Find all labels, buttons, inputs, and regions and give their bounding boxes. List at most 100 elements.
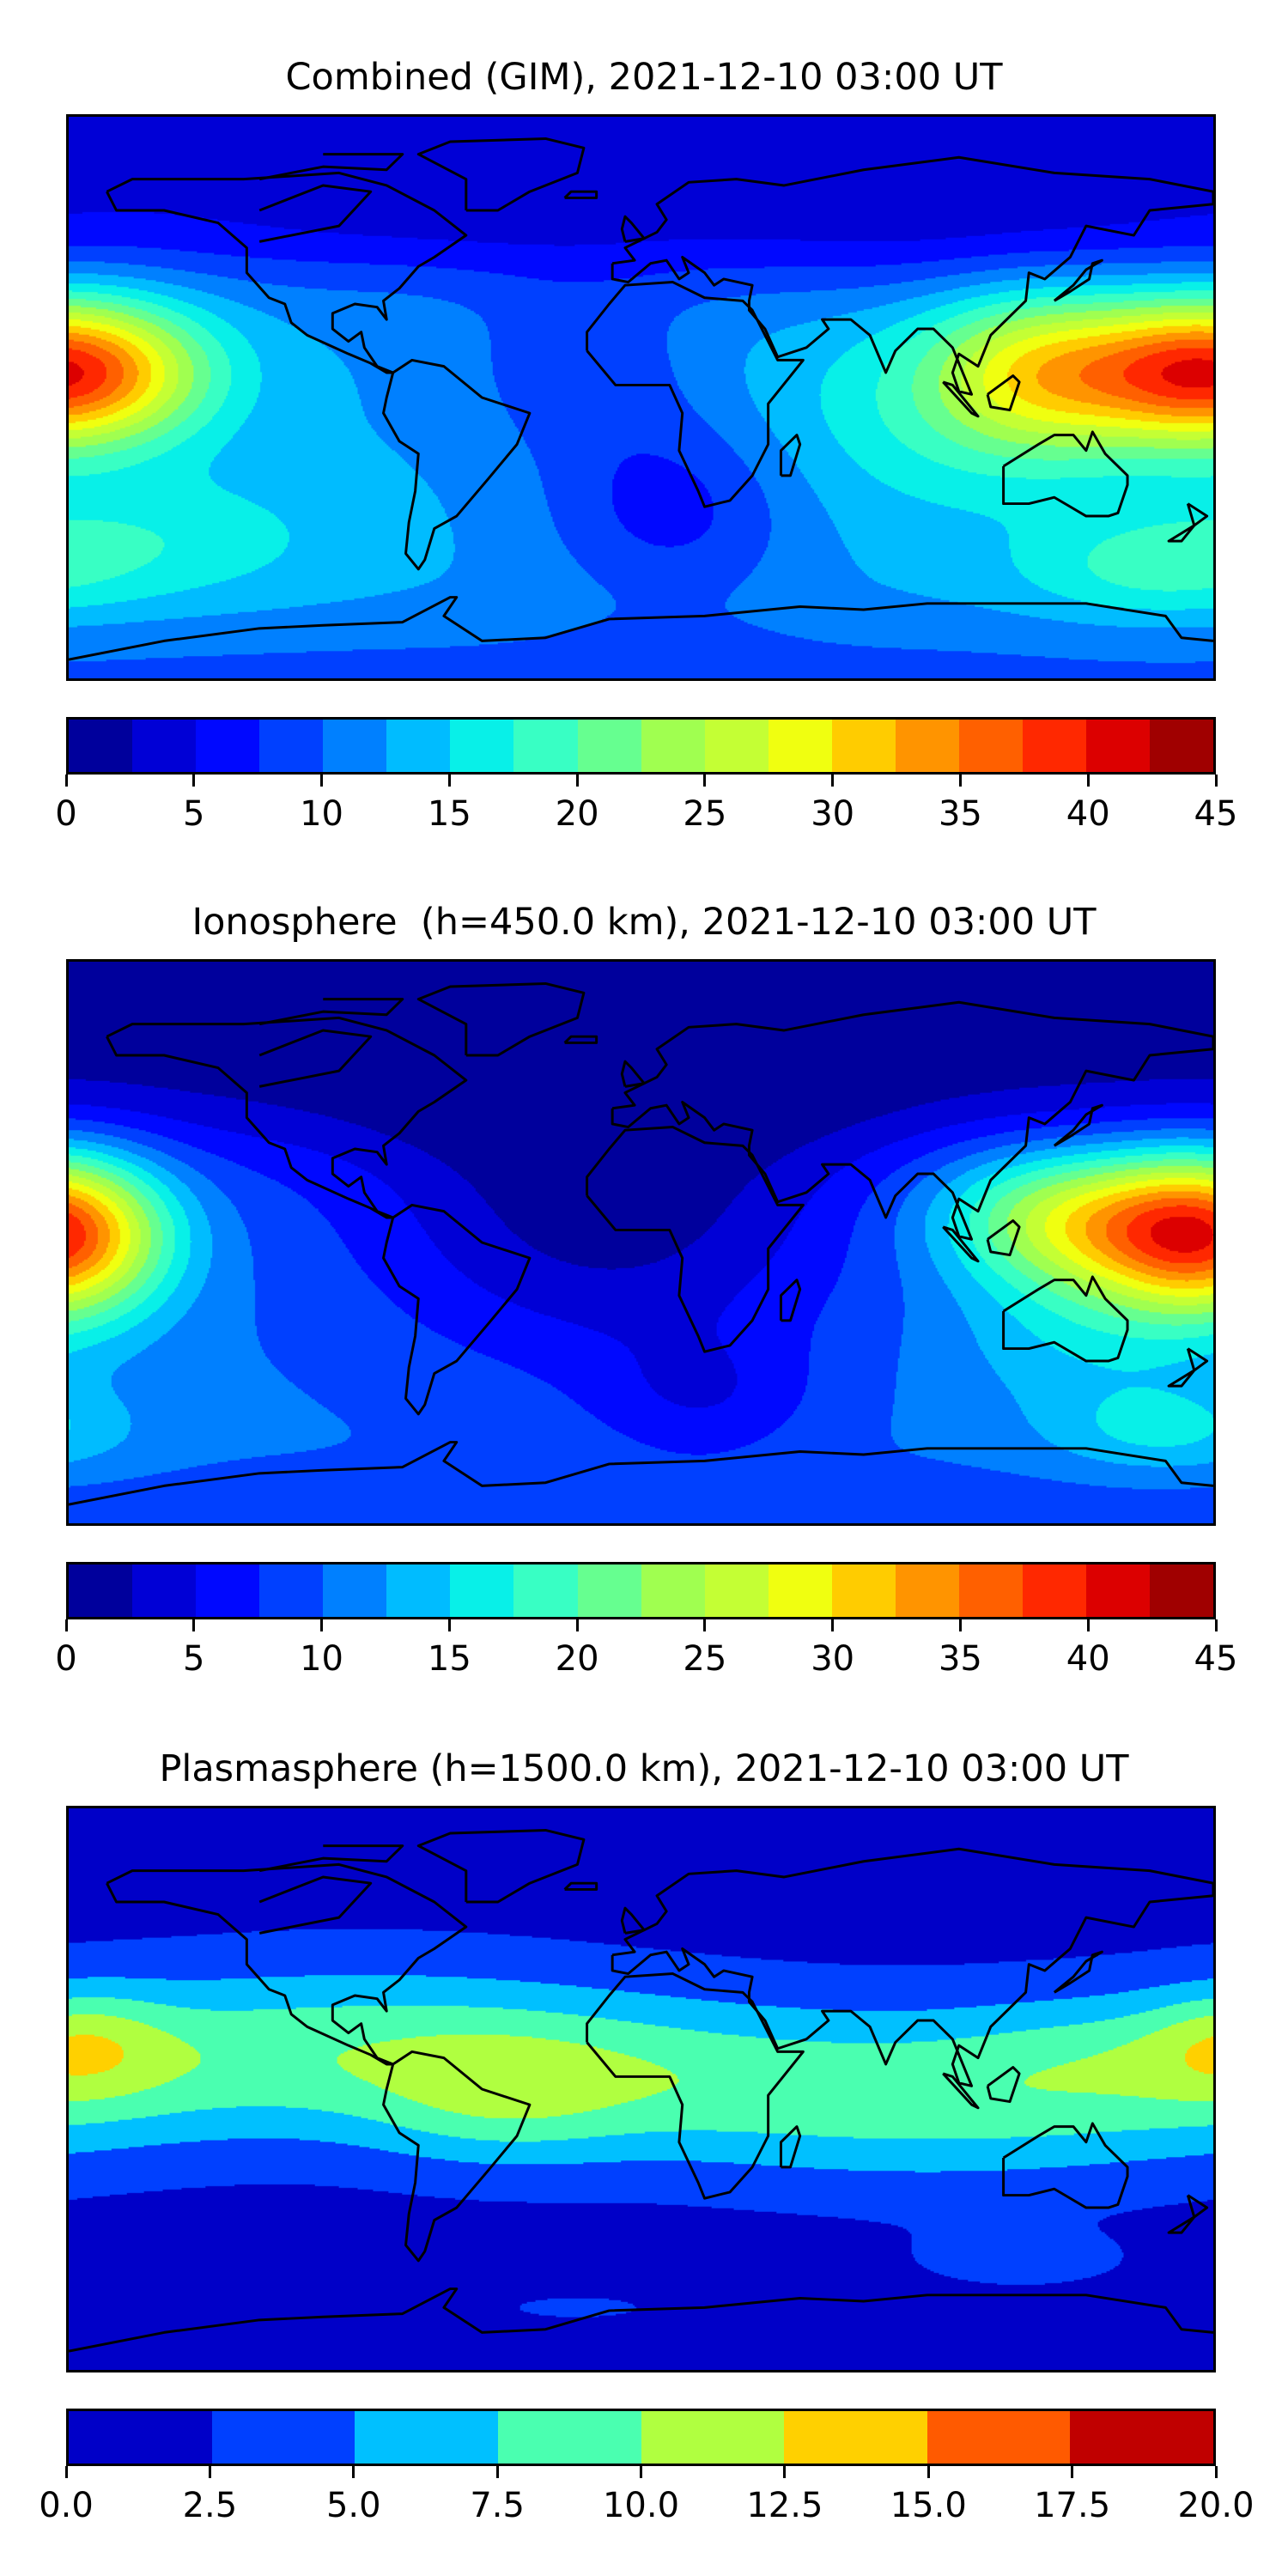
colorbar-tick-label: 30 bbox=[811, 1639, 855, 1679]
coastline bbox=[382, 2050, 532, 2263]
colorbar-segment bbox=[513, 720, 578, 772]
coastline bbox=[69, 1441, 1213, 1506]
coastline bbox=[106, 1862, 468, 2066]
colorbar-tick bbox=[927, 2466, 930, 2478]
colorbar-segment bbox=[958, 720, 1023, 772]
colorbar-segment bbox=[196, 1564, 260, 1617]
coastline bbox=[1167, 2194, 1209, 2234]
colorbar-segment bbox=[513, 1564, 578, 1617]
coastline bbox=[942, 380, 980, 418]
coastline bbox=[1167, 1347, 1209, 1388]
coastline bbox=[1053, 258, 1103, 302]
coastline bbox=[258, 153, 404, 181]
chart-title: Ionosphere (h=450.0 km), 2021-12-10 03:0… bbox=[191, 901, 1097, 944]
coastlines bbox=[69, 981, 1213, 1506]
colorbar-tick bbox=[64, 1619, 68, 1631]
colorbar-segment bbox=[895, 1564, 959, 1617]
colorbar-tick-label: 30 bbox=[811, 794, 855, 834]
colorbar-tick bbox=[352, 2466, 355, 2478]
coastline bbox=[986, 2066, 1021, 2104]
colorbar-tick bbox=[320, 1619, 324, 1631]
colorbar-segment bbox=[132, 1564, 197, 1617]
colorbar-tick bbox=[958, 1619, 962, 1631]
coastline bbox=[1053, 1950, 1103, 1994]
colorbar-segment bbox=[577, 1564, 641, 1617]
colorbar-tick-label: 7.5 bbox=[470, 2486, 525, 2525]
coastline bbox=[586, 1972, 805, 2200]
colorbar-tick-label: 25 bbox=[683, 794, 727, 834]
coastline bbox=[611, 1000, 1213, 1241]
colorbar-segment bbox=[1150, 1564, 1214, 1617]
colorbar-tick bbox=[1086, 1619, 1090, 1631]
coastline bbox=[258, 184, 373, 243]
colorbar-tick bbox=[958, 775, 962, 787]
colorbar-segment bbox=[1150, 720, 1214, 772]
colorbar-tick bbox=[783, 2466, 787, 2478]
colorbar-tick-label: 40 bbox=[1066, 1639, 1110, 1679]
coastline bbox=[620, 1906, 646, 1935]
coastline bbox=[258, 1844, 404, 1873]
colorbar-segment bbox=[1086, 1564, 1151, 1617]
coastline bbox=[779, 434, 802, 477]
coastline bbox=[258, 998, 404, 1026]
coastline bbox=[620, 1060, 646, 1088]
colorbar-tick bbox=[703, 1619, 707, 1631]
colorbar-segment bbox=[768, 720, 832, 772]
coastline bbox=[106, 171, 468, 374]
colorbar-tick-label: 35 bbox=[938, 794, 982, 834]
combined-gim-panel: Combined (GIM), 2021-12-10 03:00 UT 0 5 10… bbox=[0, 0, 1288, 846]
colorbar-tick-label: 5.0 bbox=[325, 2486, 381, 2525]
colorbar-tick bbox=[320, 775, 324, 787]
chart-title: Combined (GIM), 2021-12-10 03:00 UT bbox=[285, 56, 1003, 99]
tec-map bbox=[66, 959, 1216, 1526]
colorbar-tick-label: 10 bbox=[300, 1639, 343, 1679]
coastline bbox=[1002, 430, 1129, 518]
colorbar bbox=[66, 2409, 1216, 2466]
coastline bbox=[69, 2287, 1213, 2353]
colorbar-tick bbox=[703, 775, 707, 787]
colorbar-tick-label: 45 bbox=[1194, 1639, 1238, 1679]
colorbar-segment bbox=[927, 2411, 1071, 2464]
colorbar-tick-label: 25 bbox=[683, 1639, 727, 1679]
colorbar-segment bbox=[450, 1564, 514, 1617]
colorbar-tick bbox=[64, 2466, 68, 2478]
colorbar-segment bbox=[831, 720, 896, 772]
colorbar-tick-label: 20.0 bbox=[1177, 2486, 1255, 2525]
colorbar-segment bbox=[355, 2411, 498, 2464]
colorbar-tick bbox=[208, 2466, 211, 2478]
colorbar-tick bbox=[192, 1619, 196, 1631]
colorbar-tick bbox=[192, 775, 196, 787]
colorbar-tick bbox=[1214, 775, 1218, 787]
colorbar-tick-label: 17.5 bbox=[1034, 2486, 1111, 2525]
coastline bbox=[942, 1225, 980, 1263]
colorbar-ticks: 0 5 10 15 20 25 30 35 40 45 bbox=[55, 775, 1237, 843]
colorbar-segment bbox=[704, 1564, 769, 1617]
tec-map bbox=[66, 114, 1216, 681]
colorbar-tick-label: 15.0 bbox=[890, 2486, 967, 2525]
plasmasphere-panel: Plasmasphere (h=1500.0 km), 2021-12-10 0… bbox=[0, 1692, 1288, 2537]
coastline bbox=[586, 281, 805, 508]
colorbar-segment bbox=[704, 720, 769, 772]
colorbar-ticks: 0.0 2.5 5.0 7.5 10.0 12.5 15.0 17.5 20.0 bbox=[39, 2466, 1255, 2535]
colorbar-tick-label: 0.0 bbox=[39, 2486, 94, 2525]
colorbar-segment bbox=[784, 2411, 927, 2464]
colorbar-tick-label: 12.5 bbox=[746, 2486, 823, 2525]
coastline bbox=[563, 1035, 598, 1044]
colorbar-segment bbox=[323, 1564, 387, 1617]
colorbar-tick bbox=[575, 775, 579, 787]
colorbar-tick-label: 5 bbox=[183, 794, 205, 834]
colorbar-segment bbox=[641, 720, 705, 772]
colorbar-segment bbox=[895, 720, 959, 772]
colorbar-segment bbox=[69, 2411, 212, 2464]
coastline bbox=[416, 137, 586, 212]
colorbar bbox=[66, 717, 1216, 775]
coastline bbox=[416, 981, 586, 1057]
colorbar-tick bbox=[575, 1619, 579, 1631]
colorbar-segment bbox=[386, 1564, 451, 1617]
colorbar-segment bbox=[450, 720, 514, 772]
colorbar-tick bbox=[447, 775, 451, 787]
coastline bbox=[779, 1279, 802, 1322]
coastline bbox=[382, 358, 532, 571]
coastline bbox=[563, 1881, 598, 1891]
colorbar-tick bbox=[640, 2466, 642, 2478]
